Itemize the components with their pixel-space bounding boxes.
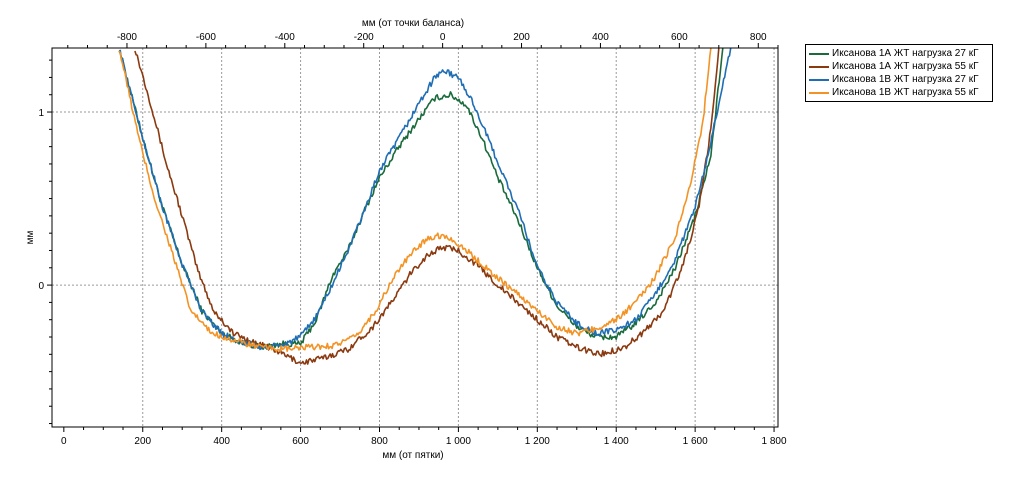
x2-tick-label: -200 (354, 32, 374, 43)
legend-swatch-1a-55 (809, 65, 829, 68)
y-tick-label: 0 (38, 281, 44, 292)
bottom-axis-title: мм (от пятки) (382, 450, 443, 461)
x2-tick-label: 0 (440, 32, 446, 43)
series-line (118, 48, 712, 352)
legend-item: Иксанова 1В ЖТ нагрузка 55 кГ (809, 86, 989, 99)
legend-label: Иксанова 1А ЖТ нагрузка 27 кГ (832, 48, 979, 59)
x-tick-label: 400 (213, 436, 230, 447)
x-tick-label: 0 (61, 436, 67, 447)
legend-label: Иксанова 1А ЖТ нагрузка 55 кГ (832, 61, 979, 72)
x2-tick-label: 400 (592, 32, 609, 43)
legend-label: Иксанова 1В ЖТ нагрузка 55 кГ (832, 87, 979, 98)
x-tick-label: 1 000 (446, 436, 471, 447)
x-tick-label: 800 (371, 436, 388, 447)
x-tick-label: 200 (134, 436, 151, 447)
x-tick-label: 1 200 (525, 436, 550, 447)
series-line (134, 48, 720, 365)
series-line (118, 48, 732, 351)
legend-swatch-1b-55 (809, 91, 829, 94)
tick-layer: 0 200 400 600 800 1 000 1 200 1 400 1 600 1 800 -8… (38, 32, 787, 447)
legend: Иксанова 1А ЖТ нагрузка 27 кГ Иксанова 1… (805, 44, 993, 102)
legend-label: Иксанова 1В ЖТ нагрузка 27 кГ (832, 74, 979, 85)
y-tick-label: 1 (38, 108, 44, 119)
x2-tick-label: -400 (275, 32, 295, 43)
legend-item: Иксанова 1В ЖТ нагрузка 27 кГ (809, 73, 989, 86)
y-axis-title: мм (25, 231, 36, 245)
legend-swatch-1b-27 (809, 78, 829, 81)
series-layer (118, 48, 732, 365)
x-tick-label: 1 400 (604, 436, 629, 447)
grid-lines (52, 48, 778, 427)
x-tick-label: 1 800 (762, 436, 787, 447)
x-tick-label: 1 600 (683, 436, 708, 447)
legend-item: Иксанова 1А ЖТ нагрузка 27 кГ (809, 47, 989, 60)
top-axis-title: мм (от точки баланса) (362, 17, 464, 29)
x-tick-label: 600 (292, 436, 309, 447)
x2-tick-label: 200 (513, 32, 530, 43)
x2-tick-label: -800 (117, 32, 137, 43)
x2-tick-label: -600 (196, 32, 216, 43)
plot-frame (51, 47, 779, 428)
legend-item: Иксанова 1А ЖТ нагрузка 55 кГ (809, 60, 989, 73)
x2-tick-label: 800 (750, 32, 767, 43)
legend-swatch-1a-27 (809, 52, 829, 55)
x2-tick-label: 600 (671, 32, 688, 43)
